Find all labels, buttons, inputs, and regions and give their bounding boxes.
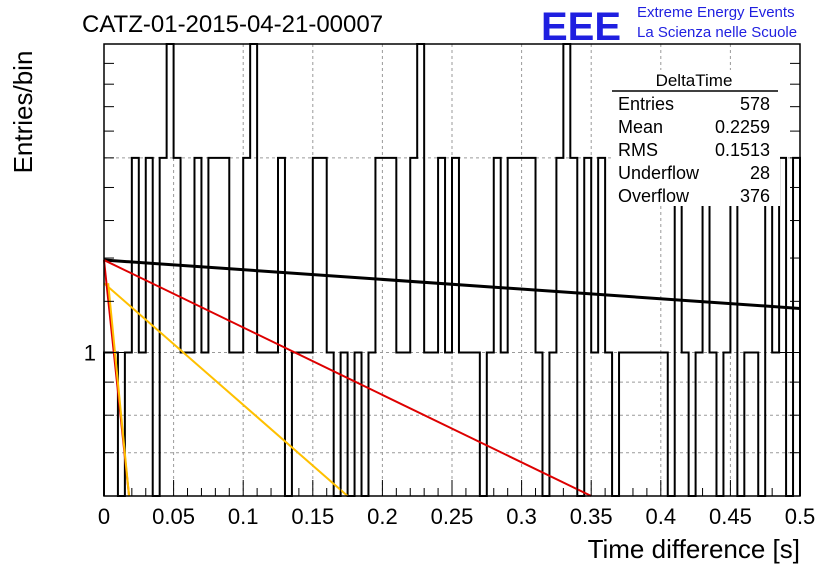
stats-value: 28 bbox=[750, 163, 770, 183]
y-ticks: 1 bbox=[84, 62, 800, 497]
fit-line bbox=[103, 258, 801, 310]
stats-label: Overflow bbox=[618, 186, 690, 206]
x-tick-label: 0.15 bbox=[291, 504, 334, 529]
x-tick-label: 0.3 bbox=[506, 504, 537, 529]
stats-value: 0.2259 bbox=[715, 117, 770, 137]
fit-line bbox=[103, 282, 349, 497]
histogram bbox=[103, 43, 801, 497]
stats-box: DeltaTime Entries 578 Mean 0.2259 RMS 0.1513 U… bbox=[612, 70, 780, 206]
stats-label: RMS bbox=[618, 140, 658, 160]
x-tick-label: 0 bbox=[98, 504, 110, 529]
x-tick-label: 0.05 bbox=[152, 504, 195, 529]
chart-title: CATZ-01-2015-04-21-00007 bbox=[82, 11, 383, 38]
stats-rows: Entries 578 Mean 0.2259 RMS 0.1513 Underflow 28… bbox=[618, 94, 770, 206]
stats-background bbox=[612, 70, 780, 206]
x-axis-title: Time difference [s] bbox=[588, 534, 800, 564]
logo-letters: EEE bbox=[541, 5, 621, 49]
x-tick-label: 0.45 bbox=[709, 504, 752, 529]
histogram-steps bbox=[103, 43, 801, 497]
fit-lines bbox=[103, 258, 801, 497]
stats-label: Entries bbox=[618, 94, 674, 114]
x-tick-label: 0.25 bbox=[431, 504, 474, 529]
logo-line1: Extreme Energy Events bbox=[637, 4, 795, 21]
stats-title: DeltaTime bbox=[656, 71, 733, 90]
x-ticks: 0 0.05 0.1 0.15 0.2 0.25 0.3 0.35 0.4 0.45 0.5 bbox=[98, 480, 815, 529]
x-tick-label: 0.1 bbox=[228, 504, 259, 529]
x-tick-label: 0.35 bbox=[570, 504, 613, 529]
stats-label: Underflow bbox=[618, 163, 700, 183]
stats-value: 578 bbox=[740, 94, 770, 114]
y-tick-label: 1 bbox=[84, 341, 96, 366]
logo-line2: La Scienza nelle Scuole bbox=[637, 24, 797, 41]
y-axis-title: Entries/bin bbox=[8, 51, 38, 174]
fit-line bbox=[107, 283, 131, 497]
x-tick-label: 0.2 bbox=[367, 504, 398, 529]
fit-line bbox=[103, 259, 592, 497]
stats-value: 376 bbox=[740, 186, 770, 206]
stats-label: Mean bbox=[618, 117, 663, 137]
stats-value: 0.1513 bbox=[715, 140, 770, 160]
x-tick-label: 0.5 bbox=[785, 504, 816, 529]
eee-logo: EEE Extreme Energy Events La Scienza nel… bbox=[541, 4, 797, 49]
x-tick-label: 0.4 bbox=[646, 504, 677, 529]
